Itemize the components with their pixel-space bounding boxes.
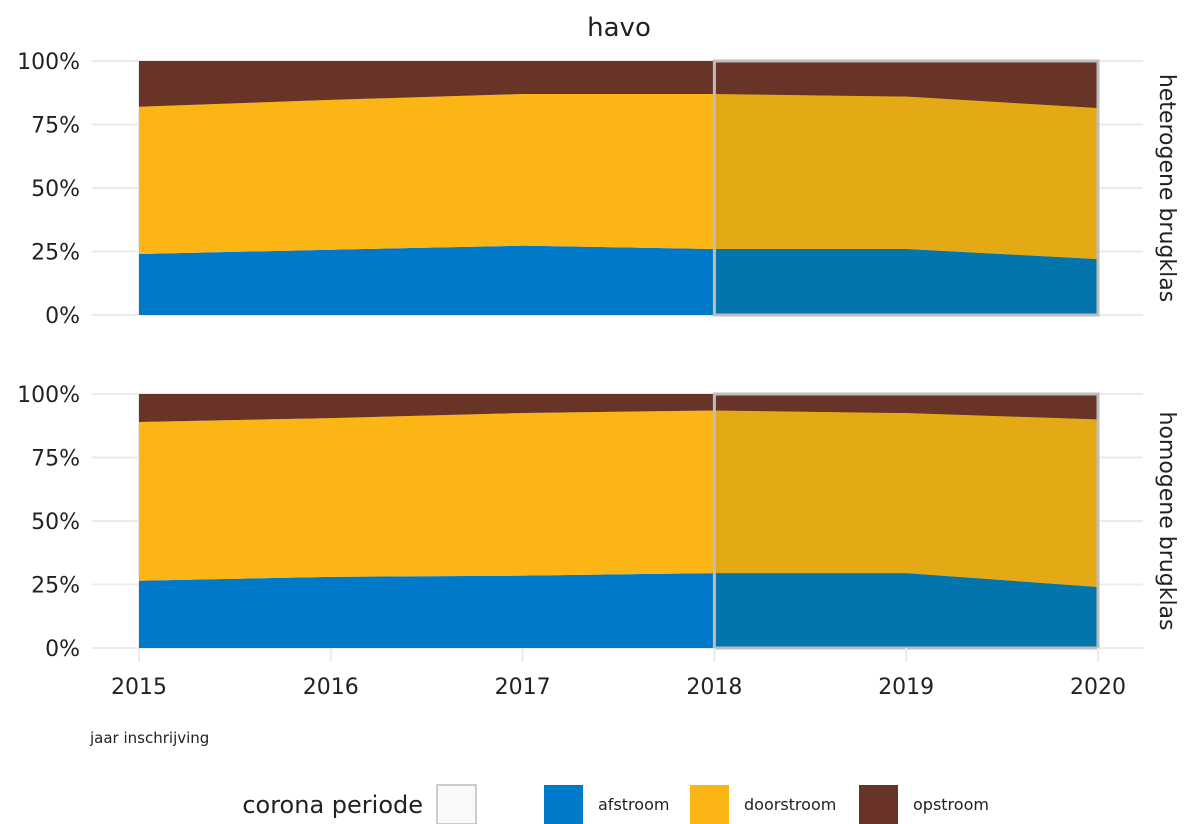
legend-label-doorstroom: doorstroom xyxy=(744,795,836,814)
y-tick-label: 25% xyxy=(31,574,80,599)
y-tick-label: 100% xyxy=(17,383,80,408)
x-tick-label: 2015 xyxy=(111,675,167,700)
x-tick-label: 2018 xyxy=(686,675,742,700)
x-tick-label: 2017 xyxy=(495,675,551,700)
area-opstroom-corona xyxy=(714,61,1098,108)
panel-heterogene: 0% 25% 50% 75% 100% heterogene brugklas xyxy=(17,50,1179,329)
y-tick-label: 0% xyxy=(45,637,80,662)
corona-overlay xyxy=(712,59,1100,317)
legend-corona-label: corona periode xyxy=(242,791,423,819)
corona-period-box xyxy=(712,59,1100,317)
panel-homogene: 0% 25% 50% 75% 100% homogene brugklas xyxy=(17,383,1179,662)
y-ticks: 0% 25% 50% 75% 100% xyxy=(17,383,80,662)
strip-label-homogene: homogene brugklas xyxy=(1154,412,1179,631)
area-afstroom-corona xyxy=(714,248,1098,315)
legend-label-afstroom: afstroom xyxy=(598,795,669,814)
corona-overlay xyxy=(712,392,1100,650)
area-doorstroom-corona xyxy=(714,94,1098,260)
y-tick-label: 25% xyxy=(31,241,80,266)
chart-title: havo xyxy=(587,13,651,43)
legend-corona-key xyxy=(436,784,477,824)
area-afstroom-corona xyxy=(714,573,1098,648)
y-ticks: 0% 25% 50% 75% 100% xyxy=(17,50,80,329)
legend-key-doorstroom xyxy=(690,785,729,824)
area-doorstroom-corona xyxy=(714,410,1098,588)
x-tick-label: 2016 xyxy=(303,675,359,700)
x-tick-label: 2020 xyxy=(1070,675,1126,700)
strip-label-heterogene: heterogene brugklas xyxy=(1154,74,1179,302)
x-axis: 2015 2016 2017 2018 2019 2020 xyxy=(111,648,1126,700)
y-tick-label: 50% xyxy=(31,510,80,535)
y-tick-label: 75% xyxy=(31,114,80,139)
x-tick-label: 2019 xyxy=(878,675,934,700)
y-tick-label: 0% xyxy=(45,304,80,329)
legend: corona periode afstroom doorstroom opstr… xyxy=(242,784,989,824)
legend-key-opstroom xyxy=(859,785,898,824)
legend-label-opstroom: opstroom xyxy=(913,795,989,814)
y-tick-label: 100% xyxy=(17,50,80,75)
x-axis-label: jaar inschrijving xyxy=(89,729,209,747)
y-tick-label: 50% xyxy=(31,177,80,202)
legend-key-afstroom xyxy=(544,785,583,824)
area-opstroom-corona xyxy=(714,394,1098,420)
y-tick-label: 75% xyxy=(31,447,80,472)
